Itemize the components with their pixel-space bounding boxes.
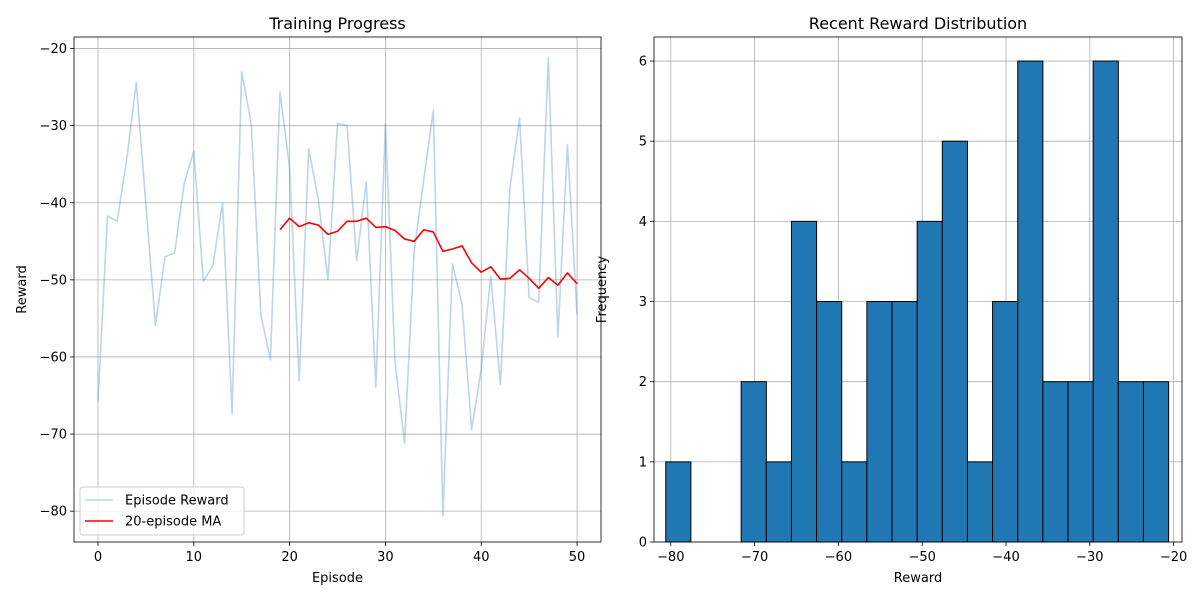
right-x-tick-label: −50 [908, 550, 935, 565]
right-chart-title: Recent Reward Distribution [809, 14, 1027, 33]
right-y-tick-label: 5 [639, 135, 647, 150]
left-series-layer [97, 57, 578, 517]
left-gridlines [74, 37, 601, 542]
left-y-tick-label: −60 [40, 350, 67, 365]
left-y-tick-label: −70 [40, 428, 67, 443]
histogram-bar [841, 461, 868, 543]
right-x-tick-label: −80 [657, 550, 684, 565]
legend: Episode Reward 20-episode MA [79, 486, 245, 536]
legend-box [79, 486, 245, 536]
right-y-tick-label: 3 [639, 295, 647, 310]
histogram-bar [992, 301, 1019, 543]
right-y-tick-label: 6 [639, 55, 647, 70]
right-y-tick-label: 4 [639, 215, 647, 230]
left-x-tick-label: 30 [377, 550, 394, 565]
right-y-axis-label: Frequency [595, 256, 610, 323]
right-y-tick-label: 2 [639, 375, 647, 390]
histogram-bar [941, 140, 968, 543]
histogram-bars [665, 60, 1170, 543]
training-progress-chart: 0 10 20 30 40 50 −80 −70 −60 −50 −40 −30 −20 Trainin… [15, 14, 602, 586]
histogram-bar [765, 461, 792, 543]
left-y-tick-label: −30 [40, 119, 67, 134]
right-x-tick-label: −20 [1160, 550, 1187, 565]
histogram-bar [1117, 381, 1144, 543]
left-x-tick-label: 40 [473, 550, 490, 565]
left-x-tick-label: 20 [281, 550, 298, 565]
histogram-bar [1042, 381, 1069, 543]
histogram-bar [1142, 381, 1170, 543]
histogram-bar [740, 381, 767, 543]
left-y-axis-label: Reward [15, 265, 30, 313]
left-ticks: 0 10 20 30 40 50 −80 −70 −60 −50 −40 −30 −20 [40, 42, 586, 565]
left-y-tick-label: −80 [40, 505, 67, 520]
left-x-axis-label: Episode [312, 571, 363, 586]
legend-label-episode-reward: Episode Reward [125, 494, 229, 509]
left-y-tick-label: −50 [40, 273, 67, 288]
histogram-bar [1017, 60, 1044, 543]
left-x-tick-label: 50 [569, 550, 586, 565]
histogram-bar [816, 301, 843, 543]
moving-average-line [279, 217, 578, 290]
legend-label-moving-average: 20-episode MA [125, 515, 221, 530]
histogram-bar [916, 220, 943, 543]
right-y-tick-label: 1 [639, 455, 647, 470]
histogram-bar [866, 301, 893, 543]
left-y-tick-label: −40 [40, 196, 67, 211]
histogram-bar [1092, 60, 1119, 543]
right-x-tick-label: −60 [825, 550, 852, 565]
histogram-bar [1067, 381, 1094, 543]
right-x-tick-label: −70 [741, 550, 768, 565]
left-chart-title: Training Progress [268, 14, 406, 33]
episode-reward-line [97, 57, 578, 517]
histogram-bar [665, 461, 692, 543]
left-y-tick-label: −20 [40, 42, 67, 57]
histogram-bar [966, 461, 994, 543]
right-x-axis-label: Reward [894, 571, 942, 586]
histogram-bar [790, 220, 818, 543]
right-x-tick-label: −30 [1076, 550, 1103, 565]
right-x-tick-label: −40 [992, 550, 1019, 565]
reward-distribution-chart: −80 −70 −60 −50 −40 −30 −20 0 1 2 3 4 5 6 Recent Rewa… [595, 14, 1187, 586]
right-plot-frame [653, 36, 1183, 543]
left-plot-frame [73, 36, 602, 543]
right-y-tick-label: 0 [639, 536, 647, 551]
left-x-tick-label: 0 [94, 550, 102, 565]
left-x-tick-label: 10 [185, 550, 202, 565]
right-ticks: −80 −70 −60 −50 −40 −30 −20 0 1 2 3 4 5 6 [639, 55, 1188, 565]
histogram-bar [891, 301, 918, 543]
